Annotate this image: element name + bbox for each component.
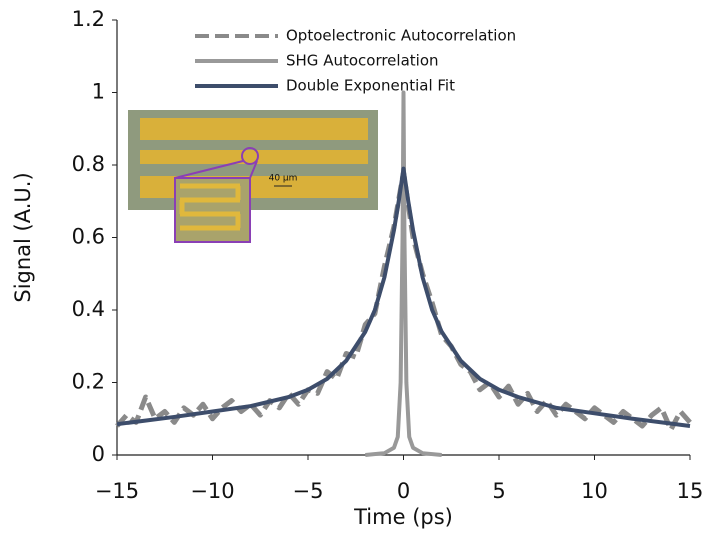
- y-tick-label: 0.8: [72, 152, 105, 176]
- x-tick-label: −5: [293, 479, 324, 503]
- legend-label: Optoelectronic Autocorrelation: [286, 27, 516, 45]
- pad: [140, 118, 368, 140]
- y-tick-label: 1.2: [72, 7, 105, 31]
- inset-image: 40 μm: [128, 110, 378, 243]
- x-tick-label: 5: [492, 479, 505, 503]
- x-tick-label: 0: [397, 479, 410, 503]
- legend-label: Double Exponential Fit: [286, 77, 455, 95]
- x-tick-label: 10: [581, 479, 608, 503]
- x-tick-label: 15: [677, 479, 704, 503]
- x-axis-title: Time (ps): [353, 505, 453, 529]
- y-axis-title: Signal (A.U.): [11, 172, 35, 302]
- zoom-circle: [241, 147, 259, 165]
- series-line: [365, 90, 442, 457]
- x-tick-label: −15: [95, 479, 139, 503]
- scale-label: 40 μm: [269, 174, 298, 184]
- y-tick-label: 0.6: [72, 225, 105, 249]
- y-tick-label: 0.2: [72, 370, 105, 394]
- series-line: [116, 166, 691, 428]
- zoom-line: [249, 160, 258, 179]
- electrodes: [179, 183, 241, 231]
- y-tick-label: 0: [92, 442, 105, 466]
- y-tick-label: 1: [92, 80, 105, 104]
- zoom-line: [174, 160, 244, 179]
- legend-label: SHG Autocorrelation: [286, 52, 439, 70]
- y-tick-label: 0.4: [72, 297, 105, 321]
- pad: [140, 150, 368, 164]
- x-tick-label: −10: [190, 479, 234, 503]
